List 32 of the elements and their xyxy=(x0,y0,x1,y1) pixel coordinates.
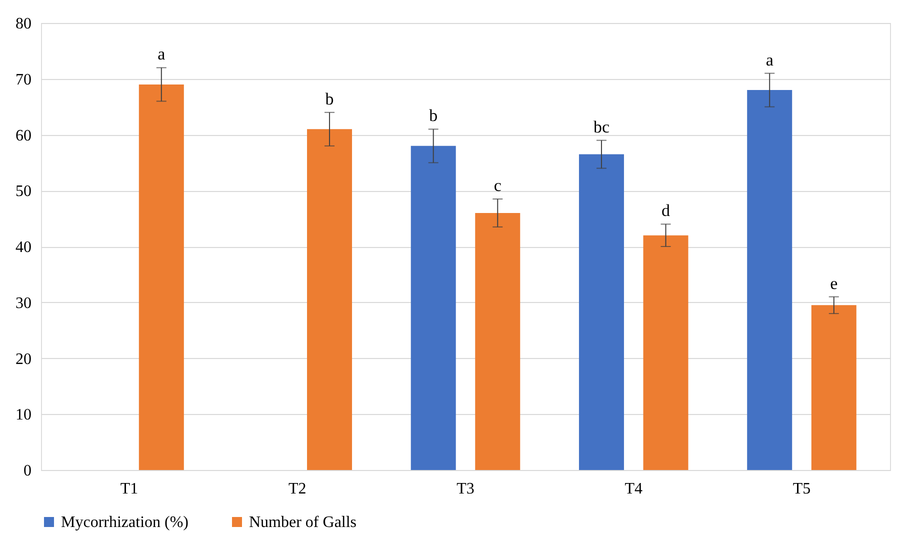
bar xyxy=(138,84,184,470)
y-tick-label: 10 xyxy=(16,406,32,424)
bar xyxy=(643,235,688,470)
x-tick-label: T1 xyxy=(120,480,138,498)
annotation: a xyxy=(766,50,774,70)
y-tick-label: 70 xyxy=(16,71,32,88)
annotation: d xyxy=(662,201,671,220)
bar xyxy=(410,146,456,470)
x-tick-label: T4 xyxy=(624,480,643,498)
annotation: b xyxy=(429,106,438,126)
x-tick-label: T2 xyxy=(288,480,306,498)
x-tick-label: T3 xyxy=(456,480,474,498)
annotation: a xyxy=(158,44,166,64)
legend-label: Number of Galls xyxy=(249,514,357,531)
annotation: e xyxy=(830,274,838,293)
y-tick-label: 20 xyxy=(16,350,32,368)
bar xyxy=(811,305,856,470)
annotation: c xyxy=(494,176,502,196)
bar xyxy=(475,212,520,470)
legend-label: Mycorrhization (%) xyxy=(61,514,189,531)
annotation: b xyxy=(325,89,334,108)
x-tick-label: T5 xyxy=(792,480,811,498)
y-tick-label: 0 xyxy=(24,462,32,480)
y-tick-label: 60 xyxy=(16,127,32,144)
y-tick-label: 40 xyxy=(16,239,32,256)
bar xyxy=(307,129,352,470)
bar xyxy=(578,154,624,470)
annotation: bc xyxy=(593,117,610,136)
y-tick-label: 30 xyxy=(16,294,32,312)
bar xyxy=(747,90,792,470)
y-tick-label: 80 xyxy=(16,16,32,32)
y-tick-label: 50 xyxy=(16,183,32,200)
